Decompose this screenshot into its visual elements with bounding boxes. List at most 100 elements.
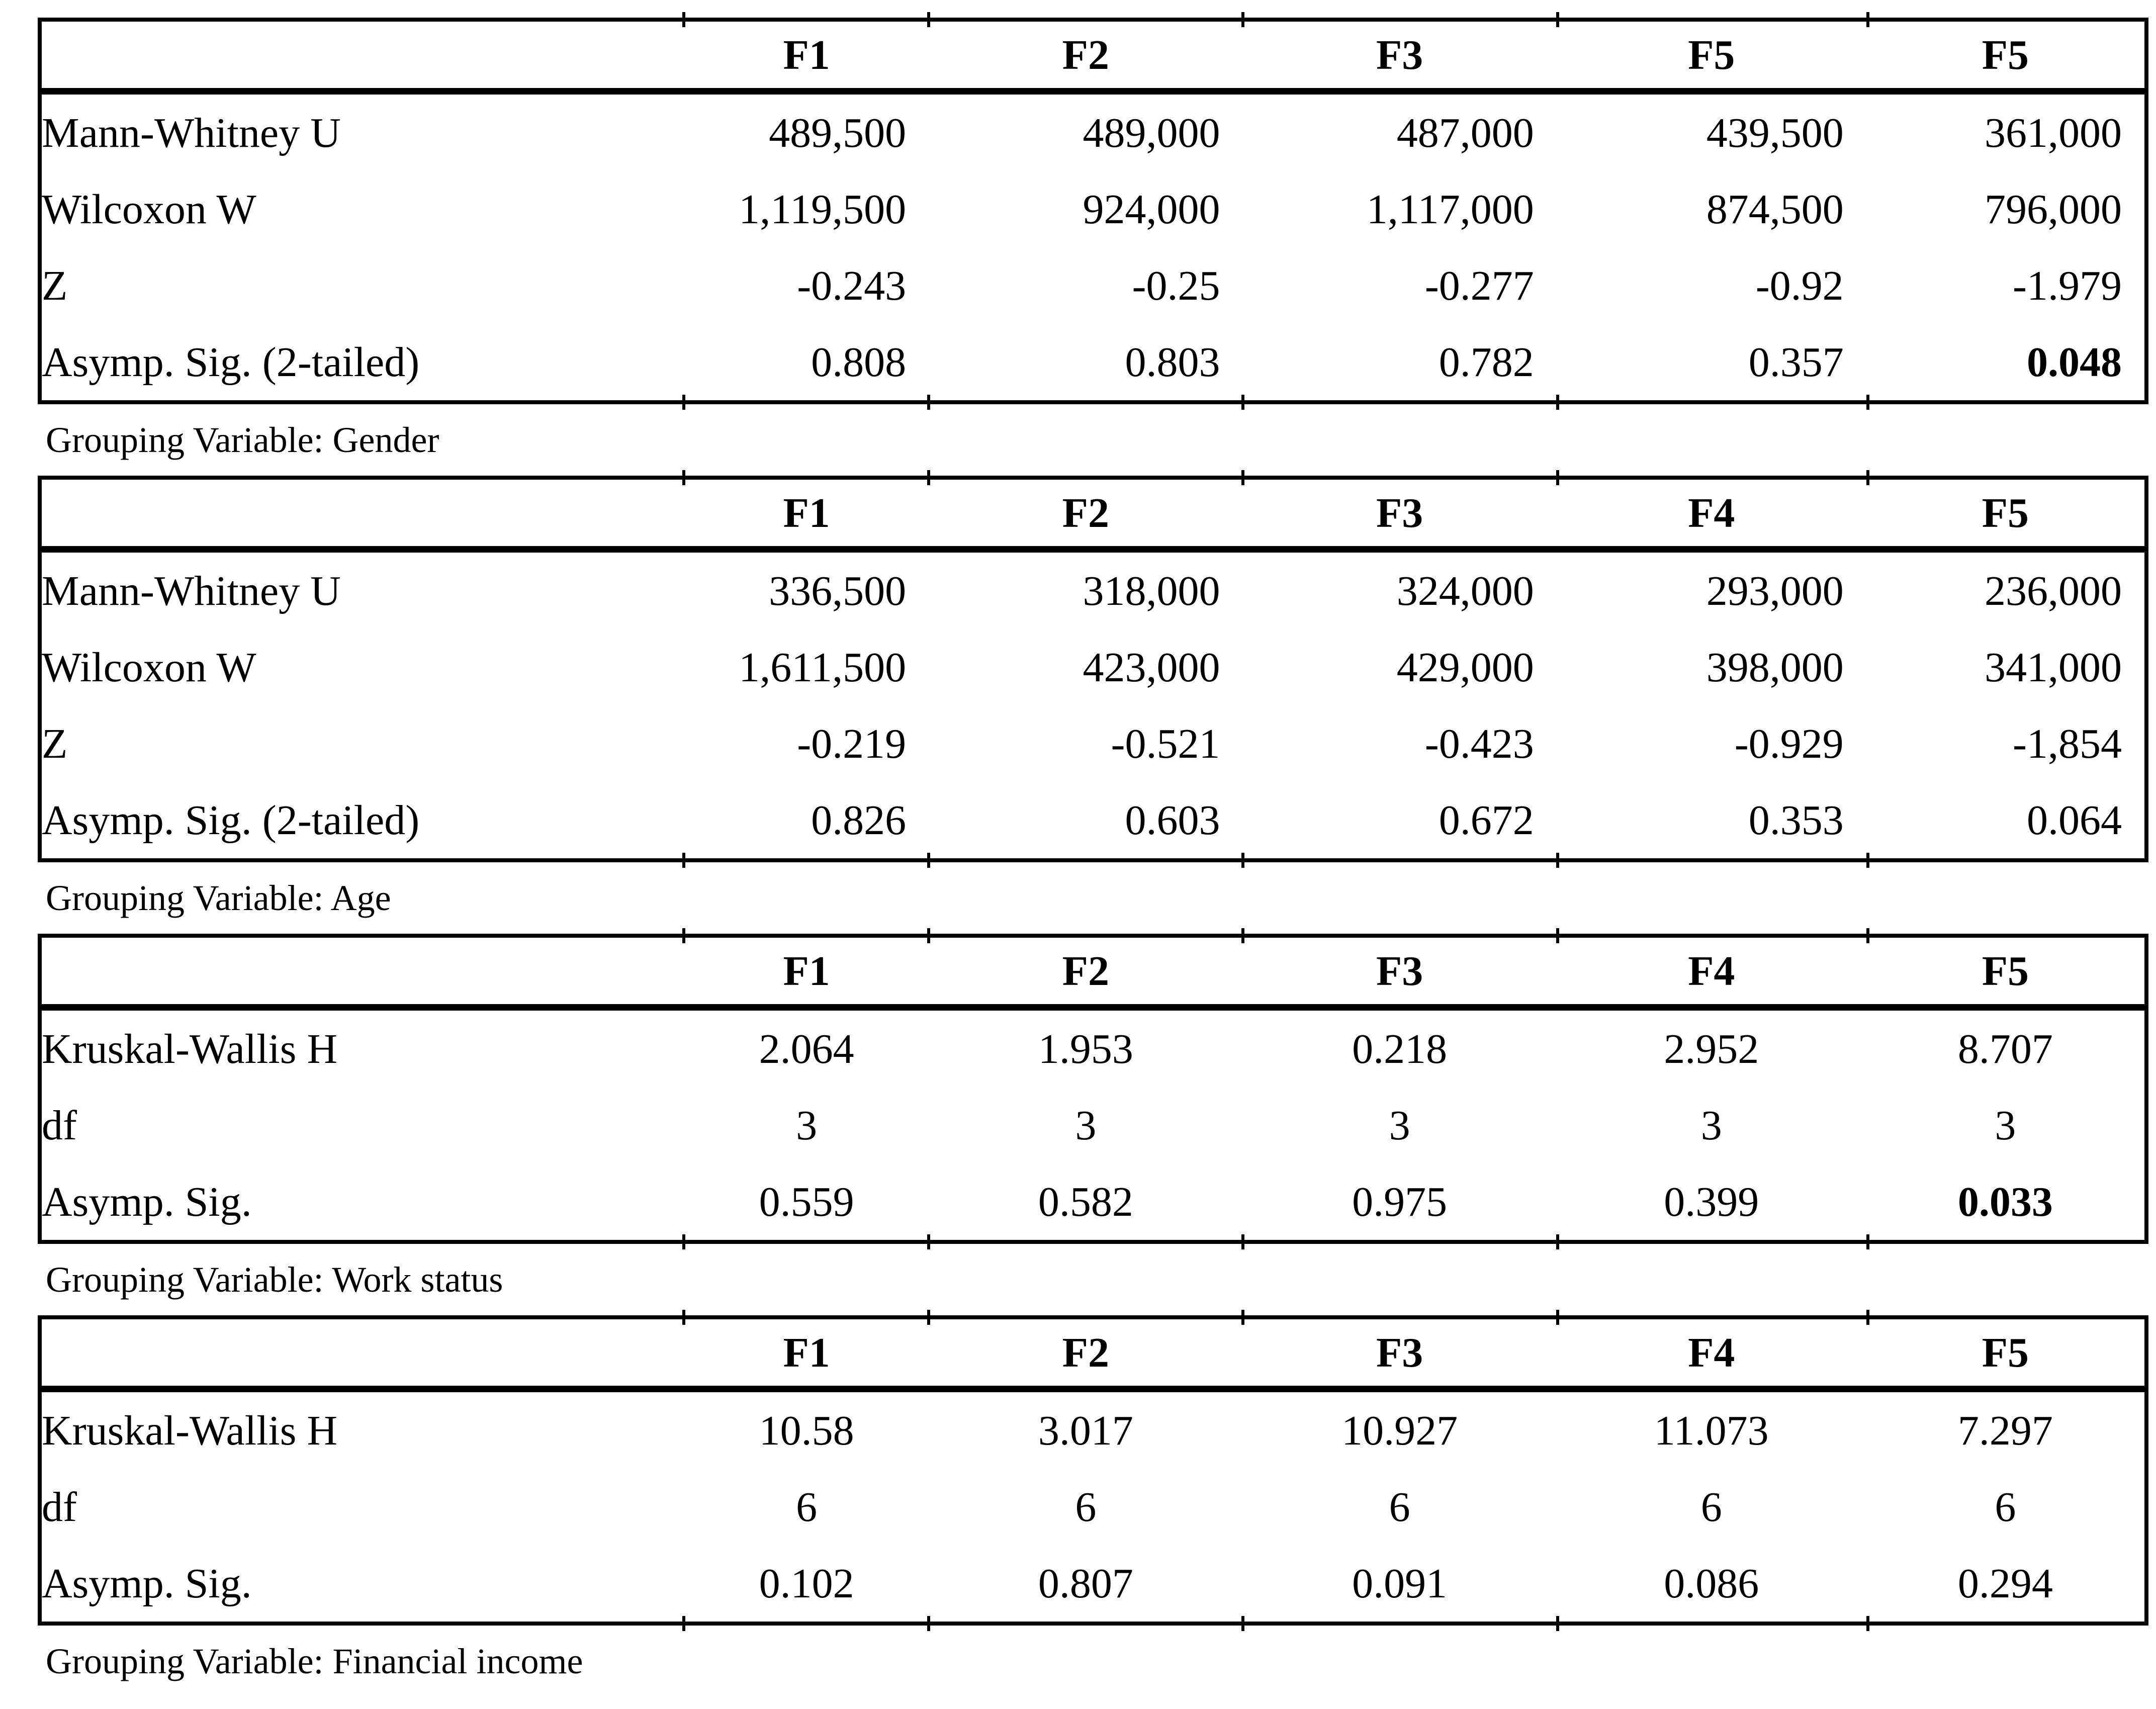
column-boundary-tick xyxy=(682,928,685,943)
value-cell: 0.803 xyxy=(1125,338,1220,386)
column-boundary-tick xyxy=(1866,470,1869,485)
column-boundary-tick xyxy=(1241,12,1245,27)
value-cell: 0.218 xyxy=(1352,1025,1448,1072)
value-cell: 0.826 xyxy=(811,796,907,844)
grouping-variable-caption: Grouping Variable: Gender xyxy=(46,420,439,460)
corner-cell xyxy=(40,1317,685,1392)
row-label: Asymp. Sig. (2-tailed) xyxy=(42,796,420,844)
value-cell: 1,117,000 xyxy=(1366,186,1534,233)
value-cell: 0.782 xyxy=(1439,338,1534,386)
stat-table-section-2: F1 F2 F3 F4 F5 Mann-Whitney U 336,500 318,000 32… xyxy=(38,470,2148,920)
column-boundary-tick xyxy=(927,1234,930,1249)
value-cell: 874,500 xyxy=(1706,186,1844,233)
column-boundary-tick xyxy=(1241,928,1245,943)
table-row: Asymp. Sig. 0.102 0.807 0.091 0.086 0.294 xyxy=(40,1545,2146,1624)
value-cell: 0.033 xyxy=(1957,1178,2053,1225)
row-label: df xyxy=(42,1102,77,1149)
value-cell: -0.423 xyxy=(1424,720,1534,767)
column-boundary-tick xyxy=(1556,1310,1559,1325)
value-cell: 7.297 xyxy=(1957,1407,2053,1454)
column-boundary-tick xyxy=(682,853,685,868)
column-boundary-tick xyxy=(682,1616,685,1631)
column-header: F1 xyxy=(684,1317,929,1392)
column-header: F5 xyxy=(1866,478,2146,553)
column-boundary-tick xyxy=(1241,470,1245,485)
stat-table-section-3: F1 F2 F3 F4 F5 Kruskal-Wallis H 2.064 1.953 0.21… xyxy=(38,928,2148,1301)
value-cell: -1.979 xyxy=(2013,262,2122,309)
column-boundary-tick xyxy=(1556,853,1559,868)
stat-table-section-1: F1 F2 F3 F5 F5 Mann-Whitney U 489,500 489,000 48… xyxy=(38,12,2148,462)
column-header: F2 xyxy=(929,20,1243,95)
grouping-variable-caption: Grouping Variable: Work status xyxy=(46,1260,503,1300)
value-cell: 1.953 xyxy=(1038,1025,1133,1072)
column-boundary-tick xyxy=(1241,1616,1245,1631)
column-boundary-tick xyxy=(927,470,930,485)
value-cell: 3 xyxy=(1075,1102,1097,1149)
column-boundary-tick xyxy=(1866,1310,1869,1325)
value-cell: 341,000 xyxy=(1985,644,2122,691)
value-cell: -0.929 xyxy=(1734,720,1844,767)
column-boundary-tick xyxy=(1556,1234,1559,1249)
column-boundary-tick xyxy=(1556,928,1559,943)
column-boundary-tick xyxy=(1556,395,1559,410)
value-cell: 0.048 xyxy=(2027,338,2122,386)
column-header: F5 xyxy=(1556,20,1866,95)
value-cell: -1,854 xyxy=(2013,720,2122,767)
value-cell: 487,000 xyxy=(1396,109,1534,156)
column-boundary-tick xyxy=(1866,853,1869,868)
value-cell: 796,000 xyxy=(1985,186,2122,233)
value-cell: 0.102 xyxy=(759,1560,854,1607)
row-label: Asymp. Sig. (2-tailed) xyxy=(42,338,420,386)
column-header: F2 xyxy=(929,478,1243,553)
row-label: Kruskal-Wallis H xyxy=(42,1407,338,1454)
value-cell: 0.582 xyxy=(1038,1178,1133,1225)
value-cell: -0.243 xyxy=(797,262,907,309)
column-boundary-tick xyxy=(682,1310,685,1325)
column-header: F3 xyxy=(1242,1317,1557,1392)
value-cell: 361,000 xyxy=(1985,109,2122,156)
value-cell: 6 xyxy=(1389,1483,1410,1531)
value-cell: 429,000 xyxy=(1396,644,1534,691)
value-cell: 0.603 xyxy=(1125,796,1220,844)
column-boundary-tick xyxy=(927,853,930,868)
table-wrapper: F1 F2 F3 F4 F5 Mann-Whitney U 336,500 318,000 32… xyxy=(38,470,2148,868)
table-row: Wilcoxon W 1,119,500 924,000 1,117,000 874,5… xyxy=(40,171,2146,247)
value-cell: 0.091 xyxy=(1352,1560,1448,1607)
value-cell: 6 xyxy=(1995,1483,2016,1531)
value-cell: 2.064 xyxy=(759,1025,854,1072)
column-header: F4 xyxy=(1556,1317,1866,1392)
column-header: F1 xyxy=(684,478,929,553)
column-boundary-tick xyxy=(1866,928,1869,943)
table-row: Asymp. Sig. (2-tailed) 0.808 0.803 0.782 0.3… xyxy=(40,324,2146,402)
table-row: Z -0.243 -0.25 -0.277 -0.92 -1.979 xyxy=(40,247,2146,324)
value-cell: 3 xyxy=(1700,1102,1722,1149)
value-cell: 924,000 xyxy=(1083,186,1220,233)
value-cell: 336,500 xyxy=(769,567,907,614)
row-label: Z xyxy=(42,262,68,309)
stat-table: F1 F2 F3 F4 F5 Kruskal-Wallis H 2.064 1.953 0.21… xyxy=(38,934,2148,1244)
value-cell: 3 xyxy=(1389,1102,1410,1149)
row-label: Z xyxy=(42,720,68,767)
column-header: F2 xyxy=(929,1317,1243,1392)
value-cell: -0.521 xyxy=(1111,720,1220,767)
tables-root: F1 F2 F3 F5 F5 Mann-Whitney U 489,500 489,000 48… xyxy=(38,12,2148,1683)
table-row: Asymp. Sig. (2-tailed) 0.826 0.603 0.672 0.3… xyxy=(40,782,2146,860)
row-label: df xyxy=(42,1483,77,1531)
value-cell: 3.017 xyxy=(1038,1407,1133,1454)
column-boundary-tick xyxy=(1556,1616,1559,1631)
value-cell: 6 xyxy=(796,1483,818,1531)
column-boundary-tick xyxy=(1241,395,1245,410)
value-cell: 3 xyxy=(1995,1102,2016,1149)
column-boundary-tick xyxy=(1241,853,1245,868)
column-header: F5 xyxy=(1866,936,2146,1011)
table-row: Asymp. Sig. 0.559 0.582 0.975 0.399 0.033 xyxy=(40,1163,2146,1242)
table-row: df 6 6 6 6 6 xyxy=(40,1469,2146,1545)
value-cell: 0.064 xyxy=(2027,796,2122,844)
value-cell: 489,500 xyxy=(769,109,907,156)
column-boundary-tick xyxy=(1866,12,1869,27)
column-boundary-tick xyxy=(1241,1310,1245,1325)
column-boundary-tick xyxy=(682,470,685,485)
value-cell: 10.927 xyxy=(1341,1407,1458,1454)
table-row: Kruskal-Wallis H 2.064 1.953 0.218 2.952 8.70… xyxy=(40,1008,2146,1088)
column-header: F5 xyxy=(1866,20,2146,95)
